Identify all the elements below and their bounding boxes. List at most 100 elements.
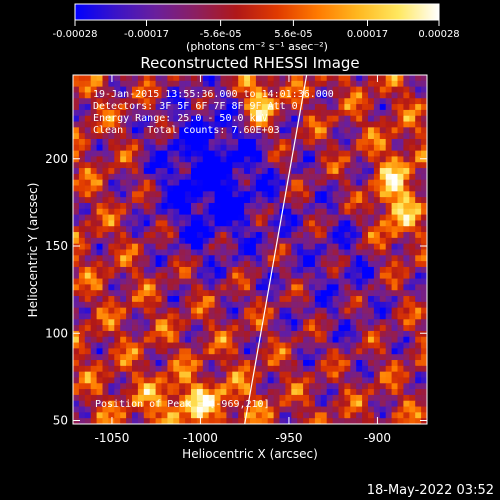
heatmap-cell xyxy=(368,127,375,134)
heatmap-cell xyxy=(297,138,304,146)
heatmap-cell xyxy=(421,325,427,332)
heatmap-cell xyxy=(291,336,298,344)
heatmap-cell xyxy=(291,173,298,181)
heatmap-cell xyxy=(179,412,186,419)
heatmap-cell xyxy=(214,336,222,344)
heatmap-cell xyxy=(303,389,310,396)
heatmap-cell xyxy=(202,394,210,402)
heatmap-cell xyxy=(314,150,322,158)
heatmap-cell xyxy=(96,191,104,198)
heatmap-cell xyxy=(421,150,427,158)
heatmap-cell xyxy=(356,179,363,187)
heatmap-cell xyxy=(350,272,357,280)
heatmap-cell xyxy=(273,371,281,379)
heatmap-cell xyxy=(208,354,216,361)
heatmap-cell xyxy=(409,313,416,320)
heatmap-cell xyxy=(409,243,416,251)
heatmap-cell xyxy=(149,290,157,297)
heatmap-cell xyxy=(173,232,180,239)
heatmap-cell xyxy=(214,109,222,117)
heatmap-cell xyxy=(149,168,157,175)
heatmap-cell xyxy=(108,162,115,169)
heatmap-cell xyxy=(344,394,351,402)
heatmap-cell xyxy=(291,307,298,315)
heatmap-cell xyxy=(78,325,86,332)
heatmap-cell xyxy=(338,138,345,146)
heatmap-cell xyxy=(191,284,198,291)
heatmap-cell xyxy=(415,319,422,326)
heatmap-cell xyxy=(226,284,233,291)
heatmap-cell xyxy=(314,243,322,251)
heatmap-cell xyxy=(244,144,251,152)
heatmap-cell xyxy=(220,249,227,256)
heatmap-cell xyxy=(326,400,334,408)
heatmap-cell xyxy=(338,133,345,140)
heatmap-cell xyxy=(273,319,281,326)
heatmap-cell xyxy=(137,348,145,355)
heatmap-cell xyxy=(303,214,310,222)
heatmap-cell xyxy=(208,406,216,413)
heatmap-cell xyxy=(338,232,345,239)
heatmap-cell xyxy=(73,138,80,146)
heatmap-cell xyxy=(191,173,198,181)
heatmap-cell xyxy=(255,127,263,134)
heatmap-cell xyxy=(373,319,381,326)
heatmap-cell xyxy=(143,354,151,361)
heatmap-cell xyxy=(391,325,399,332)
heatmap-cell xyxy=(273,266,281,274)
heatmap-cell xyxy=(102,313,109,320)
heatmap-cell xyxy=(202,214,210,222)
heatmap-cell xyxy=(332,75,340,82)
heatmap-cell xyxy=(291,342,298,349)
heatmap-cell xyxy=(78,109,86,117)
heatmap-cell xyxy=(143,75,151,82)
heatmap-cell xyxy=(108,278,115,285)
heatmap-cell xyxy=(373,412,381,419)
heatmap-cell xyxy=(373,86,381,94)
heatmap-cell xyxy=(273,156,281,163)
heatmap-cell xyxy=(314,290,322,297)
heatmap-cell xyxy=(185,290,192,297)
annotation-total-counts: Clean Total counts: 7.60E+03 xyxy=(93,125,280,136)
heatmap-cell xyxy=(132,220,139,227)
heatmap-cell xyxy=(191,92,198,99)
heatmap-cell xyxy=(379,301,387,309)
heatmap-cell xyxy=(385,191,393,198)
heatmap-cell xyxy=(191,371,198,379)
heatmap-cell xyxy=(303,394,310,402)
heatmap-cell xyxy=(149,348,157,355)
heatmap-cell xyxy=(250,98,257,105)
heatmap-cell xyxy=(90,185,98,192)
heatmap-cell xyxy=(173,400,180,408)
heatmap-cell xyxy=(285,86,292,94)
heatmap-cell xyxy=(309,86,316,94)
heatmap-cell xyxy=(332,115,340,123)
heatmap-cell xyxy=(397,226,404,233)
heatmap-cell xyxy=(126,104,133,111)
heatmap-cell xyxy=(132,319,139,326)
heatmap-cell xyxy=(132,301,139,309)
heatmap-cell xyxy=(226,220,233,227)
heatmap-cell xyxy=(309,208,316,216)
heatmap-cell xyxy=(90,354,98,361)
heatmap-cell xyxy=(191,342,198,349)
heatmap-cell xyxy=(320,319,328,326)
heatmap-cell xyxy=(309,98,316,105)
heatmap-cell xyxy=(403,336,410,344)
heatmap-cell xyxy=(73,319,80,326)
heatmap-cell xyxy=(78,185,86,192)
heatmap-cell xyxy=(232,325,239,332)
heatmap-cell xyxy=(291,278,298,285)
heatmap-cell xyxy=(338,412,345,419)
colorbar-tick-label: -5.6e-05 xyxy=(200,29,242,40)
heatmap-cell xyxy=(78,202,86,210)
heatmap-cell xyxy=(96,214,104,222)
heatmap-cell xyxy=(261,296,269,303)
heatmap-cell xyxy=(421,348,427,355)
heatmap-cell xyxy=(102,412,109,419)
heatmap-cell xyxy=(255,237,263,245)
heatmap-cell xyxy=(202,266,210,274)
heatmap-cell xyxy=(273,121,281,128)
heatmap-cell xyxy=(403,301,410,309)
heatmap-cell xyxy=(356,319,363,326)
